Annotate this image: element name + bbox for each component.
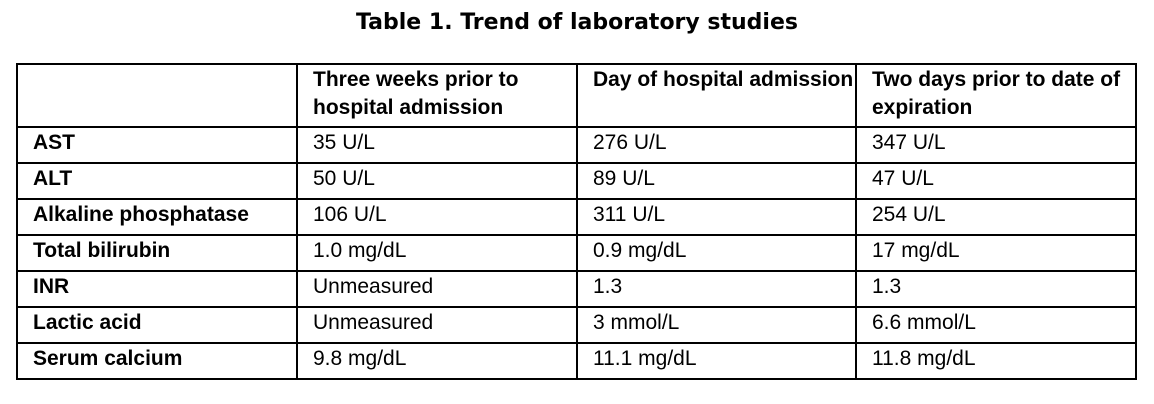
table-cell: 89 U/L	[576, 162, 857, 200]
table-cell: 6.6 mmol/L	[855, 306, 1137, 344]
table-cell: 106 U/L	[296, 198, 578, 236]
row-label: ALT	[16, 162, 298, 200]
table-header-row: Three weeks prior to hospital admission …	[16, 63, 1137, 128]
table-row: Serum calcium 9.8 mg/dL 11.1 mg/dL 11.8 …	[16, 342, 1137, 380]
table-caption: Table 1. Trend of laboratory studies	[356, 10, 798, 35]
table-cell: 50 U/L	[296, 162, 578, 200]
row-label: INR	[16, 270, 298, 308]
header-cell-three-weeks-prior: Three weeks prior to hospital admission	[296, 63, 578, 128]
row-label: Lactic acid	[16, 306, 298, 344]
row-label: Alkaline phosphatase	[16, 198, 298, 236]
table-cell: 11.1 mg/dL	[576, 342, 857, 380]
table-cell: Unmeasured	[296, 270, 578, 308]
table-cell: 9.8 mg/dL	[296, 342, 578, 380]
row-label: AST	[16, 126, 298, 164]
table-cell: 254 U/L	[855, 198, 1137, 236]
header-cell-blank	[16, 63, 298, 128]
table-cell: 35 U/L	[296, 126, 578, 164]
table-cell: 276 U/L	[576, 126, 857, 164]
table-cell: 1.0 mg/dL	[296, 234, 578, 272]
table-row: Total bilirubin 1.0 mg/dL 0.9 mg/dL 17 m…	[16, 234, 1137, 272]
table-cell: 11.8 mg/dL	[855, 342, 1137, 380]
table-cell: 3 mmol/L	[576, 306, 857, 344]
header-cell-day-of-admission: Day of hospital admission	[576, 63, 857, 128]
table-cell: 311 U/L	[576, 198, 857, 236]
table-row: ALT 50 U/L 89 U/L 47 U/L	[16, 162, 1137, 200]
table-cell: 0.9 mg/dL	[576, 234, 857, 272]
lab-trend-table: Three weeks prior to hospital admission …	[16, 63, 1137, 380]
table-row: INR Unmeasured 1.3 1.3	[16, 270, 1137, 308]
table-cell: 1.3	[855, 270, 1137, 308]
table-row: AST 35 U/L 276 U/L 347 U/L	[16, 126, 1137, 164]
row-label: Serum calcium	[16, 342, 298, 380]
table-row: Lactic acid Unmeasured 3 mmol/L 6.6 mmol…	[16, 306, 1137, 344]
table-cell: 47 U/L	[855, 162, 1137, 200]
table-cell: 347 U/L	[855, 126, 1137, 164]
header-cell-two-days-prior: Two days prior to date of expiration	[855, 63, 1137, 128]
table-cell: 1.3	[576, 270, 857, 308]
table-row: Alkaline phosphatase 106 U/L 311 U/L 254…	[16, 198, 1137, 236]
table-cell: 17 mg/dL	[855, 234, 1137, 272]
table-cell: Unmeasured	[296, 306, 578, 344]
row-label: Total bilirubin	[16, 234, 298, 272]
